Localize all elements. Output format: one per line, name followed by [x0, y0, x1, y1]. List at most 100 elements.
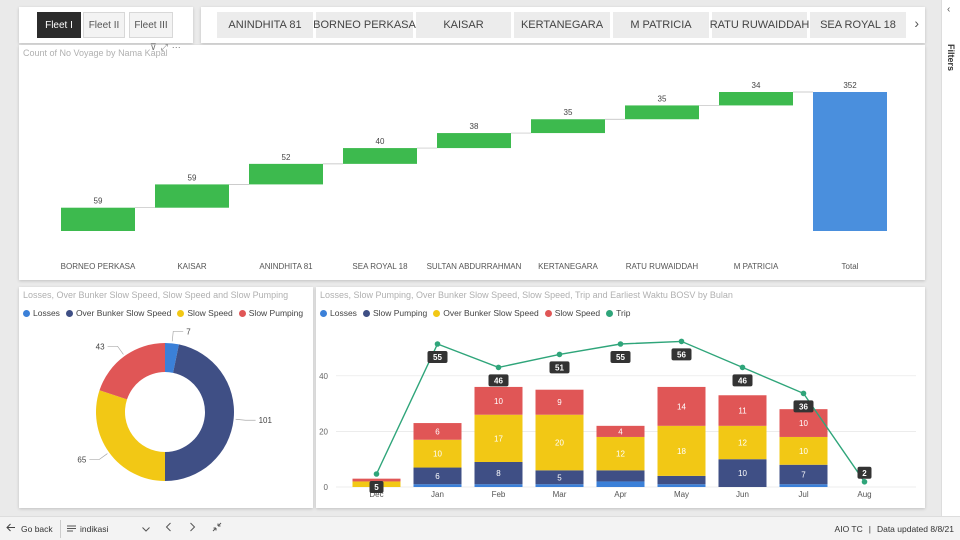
focus-mode-icon[interactable]: ⤢ — [160, 42, 168, 52]
bar-segment-slow-speed[interactable] — [596, 436, 645, 471]
donut-slice[interactable] — [95, 390, 165, 481]
bar-segment-over-bunker[interactable] — [779, 464, 828, 485]
bar-segment-losses[interactable] — [413, 484, 462, 487]
ship-button-borneo-perkasa[interactable]: BORNEO PERKASA — [313, 12, 416, 38]
trip-point[interactable] — [556, 351, 563, 358]
bar-segment-slow-speed[interactable] — [474, 414, 523, 462]
waterfall-bar[interactable] — [625, 105, 699, 120]
ship-button-anindhita-81[interactable]: ANINDHITA 81 — [217, 12, 313, 38]
more-options-icon[interactable]: ⋯ — [171, 42, 181, 52]
donut-data-label: 43 — [96, 342, 105, 351]
bar-segment-losses[interactable] — [779, 484, 828, 487]
previous-page-button[interactable] — [165, 522, 172, 535]
trip-point[interactable] — [373, 471, 380, 477]
trip-data-label: 5 — [374, 483, 379, 492]
legend-item[interactable]: Over Bunker Slow Speed — [65, 308, 171, 318]
bar-segment-slow-pumping[interactable] — [352, 478, 401, 482]
waterfall-bar[interactable] — [155, 184, 229, 208]
donut-slice[interactable] — [99, 343, 165, 400]
trip-point[interactable] — [434, 341, 441, 347]
report-canvas: Fleet I Fleet II Fleet III ANINDHITA 81 … — [19, 7, 925, 508]
bar-segment-slow-pumping[interactable] — [413, 423, 462, 440]
trip-point[interactable] — [739, 364, 746, 371]
waterfall-category-label: RATU RUWAIDDAH — [626, 262, 699, 271]
bar-segment-slow-pumping[interactable] — [657, 386, 706, 426]
legend-item[interactable]: Slow Speed — [544, 308, 600, 318]
ship-button-m-patricia[interactable]: M PATRICIA — [613, 12, 709, 38]
chevron-right-icon — [190, 522, 196, 532]
trip-point[interactable] — [800, 390, 807, 397]
bar-segment-label: 12 — [738, 439, 747, 448]
bar-segment-slow-pumping[interactable] — [535, 389, 584, 415]
ship-button-kaisar[interactable]: KAISAR — [416, 12, 511, 38]
bar-segment-slow-pumping[interactable] — [474, 386, 523, 415]
waterfall-bar[interactable] — [719, 92, 793, 106]
bottom-bar: Go back indikasi AIO TC | Data updated 8… — [0, 516, 960, 540]
ship-button-sea-royal-18[interactable]: SEA ROYAL 18 — [810, 12, 906, 38]
fleet-button-2[interactable]: Fleet II — [83, 12, 125, 38]
legend-item[interactable]: Slow Speed — [177, 308, 233, 318]
bar-segment-over-bunker[interactable] — [535, 470, 584, 485]
donut-title: Losses, Over Bunker Slow Speed, Slow Spe… — [23, 290, 289, 300]
bar-segment-label: 10 — [799, 447, 808, 456]
waterfall-bar[interactable] — [531, 119, 605, 134]
donut-slice[interactable] — [165, 343, 179, 373]
waterfall-bar[interactable] — [249, 163, 323, 185]
filters-label[interactable]: Filters — [946, 44, 956, 72]
trip-point[interactable] — [617, 341, 624, 347]
bar-segment-slow-speed[interactable] — [718, 425, 767, 460]
chevron-right-icon[interactable]: › — [914, 15, 919, 31]
bar-segment-label: 20 — [555, 439, 564, 448]
bar-segment-slow-pumping[interactable] — [596, 425, 645, 437]
exit-fullscreen-button[interactable] — [212, 522, 222, 535]
bar-segment-losses[interactable] — [596, 481, 645, 487]
go-back-button[interactable]: Go back — [6, 523, 53, 534]
legend-marker — [544, 309, 552, 317]
filter-icon[interactable]: ⊽ — [150, 42, 157, 52]
bar-segment-slow-pumping[interactable] — [718, 395, 767, 426]
legend-item[interactable]: Losses — [23, 308, 60, 318]
bar-segment-label: 14 — [677, 402, 686, 411]
bar-segment-over-bunker[interactable] — [474, 461, 523, 485]
bar-segment-over-bunker[interactable] — [596, 470, 645, 482]
page-selector[interactable]: indikasi — [60, 520, 154, 538]
bar-segment-losses[interactable] — [657, 484, 706, 487]
bar-segment-slow-speed[interactable] — [535, 414, 584, 471]
bar-segment-slow-speed[interactable] — [657, 425, 706, 476]
next-page-button[interactable] — [189, 522, 196, 535]
trip-point[interactable] — [678, 338, 685, 345]
bar-segment-slow-pumping[interactable] — [779, 409, 828, 437]
legend-item[interactable]: Slow Pumping — [362, 308, 427, 318]
waterfall-category-label: ANINDHITA 81 — [259, 262, 313, 271]
chevron-left-icon[interactable]: ‹ — [947, 4, 951, 15]
ship-button-kertanegara[interactable]: KERTANEGARA — [514, 12, 610, 38]
bar-segment-slow-speed[interactable] — [413, 439, 462, 468]
legend-item[interactable]: Slow Pumping — [238, 308, 303, 318]
filters-pane[interactable]: ‹ Filters — [941, 0, 960, 516]
donut-slice[interactable] — [165, 344, 235, 481]
trip-point[interactable] — [861, 479, 868, 485]
bar-segment-over-bunker[interactable] — [718, 459, 767, 487]
bar-segment-over-bunker[interactable] — [657, 475, 706, 485]
trip-point[interactable] — [495, 364, 502, 371]
fleet-button-3[interactable]: Fleet III — [129, 12, 173, 38]
bar-segment-over-bunker[interactable] — [413, 467, 462, 485]
bar-segment-losses[interactable] — [474, 484, 523, 487]
waterfall-bar[interactable] — [61, 207, 135, 231]
waterfall-bar[interactable] — [343, 148, 417, 164]
bar-segment-slow-speed[interactable] — [779, 436, 828, 465]
waterfall-total-bar[interactable] — [813, 92, 887, 231]
fleet-button-1[interactable]: Fleet I — [37, 12, 81, 38]
waterfall-data-label: 34 — [752, 81, 761, 90]
donut-leader-line — [107, 345, 124, 355]
bar-segment-losses[interactable] — [535, 484, 584, 487]
arrow-left-icon — [6, 523, 16, 534]
status-area: AIO TC | Data updated 8/8/21 — [835, 524, 954, 534]
legend-item[interactable]: Over Bunker Slow Speed — [433, 308, 539, 318]
ship-button-ratu-ruwaiddah[interactable]: RATU RUWAIDDAH — [710, 12, 809, 38]
legend-item[interactable]: Losses — [320, 308, 357, 318]
waterfall-bar[interactable] — [437, 133, 511, 149]
bar-segment-label: 12 — [616, 450, 625, 459]
data-updated-label: Data updated 8/8/21 — [876, 524, 954, 534]
legend-item[interactable]: Trip — [606, 308, 630, 318]
